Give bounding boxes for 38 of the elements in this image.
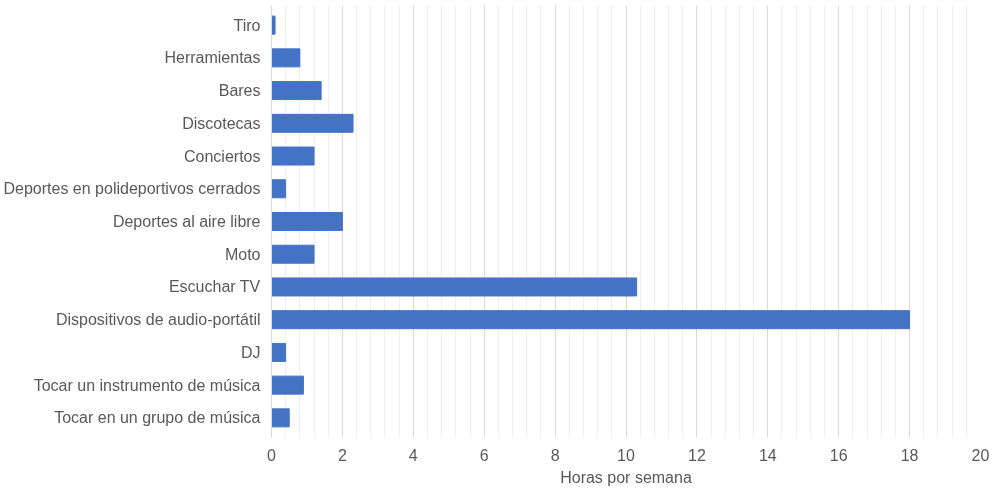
bar [271, 408, 290, 428]
x-tick-label: 20 [971, 446, 990, 464]
y-tick-label: Herramientas [164, 49, 261, 67]
x-tick-label: 16 [829, 446, 848, 464]
x-tick-label: 6 [479, 446, 489, 464]
bar [271, 146, 315, 166]
bar [271, 310, 911, 330]
y-tick-label: Deportes al aire libre [112, 213, 261, 230]
x-tick-label: 4 [408, 446, 418, 464]
y-tick-label: Tocar en un grupo de música [54, 409, 261, 427]
x-tick-label: 0 [267, 446, 277, 464]
x-tick-label: 8 [550, 446, 560, 464]
y-tick-label: Tiro [233, 16, 261, 34]
x-tick-label: 2 [337, 446, 347, 464]
x-tick-label: 18 [900, 446, 919, 464]
x-tick-label: 12 [688, 446, 706, 464]
x-tick-label: 14 [758, 446, 777, 464]
bar [271, 113, 354, 133]
bar [271, 81, 322, 101]
bar [271, 179, 287, 199]
y-tick-label: Conciertos [184, 147, 261, 165]
y-tick-label: Escuchar TV [168, 278, 261, 296]
x-axis-title: Horas por semana [560, 468, 692, 486]
bar [271, 48, 301, 68]
bar [271, 342, 287, 362]
y-tick-label: Deportes en polideportivos cerrados [3, 180, 261, 198]
bar [271, 375, 304, 395]
bar [271, 212, 343, 231]
y-tick-label: Dispositivos de audio-portátil [55, 311, 261, 329]
y-tick-label: Discotecas [182, 114, 261, 132]
bar [271, 277, 638, 297]
x-tick-label: 10 [617, 446, 635, 464]
y-tick-label: Bares [218, 82, 261, 100]
bar [271, 244, 315, 264]
y-tick-label: Tocar un instrumento de música [33, 376, 261, 394]
y-tick-label: DJ [240, 343, 261, 361]
bar [271, 15, 276, 35]
y-tick-label: Moto [224, 245, 261, 263]
